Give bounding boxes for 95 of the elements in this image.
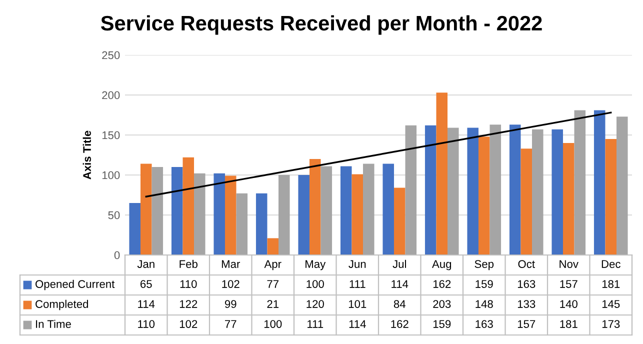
data-label: 203: [433, 300, 451, 308]
data-label: 111: [308, 320, 324, 328]
bar: [298, 175, 310, 255]
bar: [520, 148, 532, 255]
data-label: 102: [180, 320, 198, 328]
x-tick-label: Apr: [264, 260, 282, 270]
bar: [424, 125, 436, 255]
bar: [256, 193, 268, 255]
data-label: 148: [476, 300, 493, 308]
bar: [594, 110, 606, 255]
data-label: 162: [391, 320, 408, 328]
data-label: 159: [433, 320, 451, 328]
bar: [194, 173, 206, 255]
data-label: 181: [602, 280, 620, 288]
bar: [467, 128, 478, 255]
data-label: 111: [350, 280, 366, 288]
bar: [171, 167, 183, 255]
y-tick-label: 100: [102, 171, 120, 180]
bar: [552, 129, 563, 255]
x-tick-label: Dec: [602, 260, 620, 268]
bar: [509, 124, 521, 255]
data-label: 77: [267, 280, 278, 288]
data-label: 110: [138, 320, 155, 328]
bar: [236, 193, 248, 255]
y-axis-title: Axis Title: [82, 130, 91, 180]
legend-label: In Time: [36, 320, 71, 328]
bar: [352, 174, 364, 255]
data-label: 99: [224, 300, 236, 308]
data-label: 157: [518, 320, 536, 328]
x-tick-label: May: [306, 260, 326, 270]
legend-label: Opened Current: [36, 280, 115, 290]
data-label: 162: [433, 280, 451, 288]
data-label: 145: [602, 300, 620, 308]
data-label: 120: [306, 300, 324, 308]
data-label: 114: [392, 280, 408, 288]
x-tick-label: Sep: [474, 260, 494, 270]
bar: [562, 143, 574, 255]
y-tick-label: 0: [114, 251, 120, 260]
data-label: 21: [267, 300, 279, 308]
bar: [152, 167, 164, 255]
data-label: 101: [348, 300, 366, 308]
x-tick-label: Nov: [560, 260, 578, 268]
bar: [382, 164, 394, 255]
bar: [436, 92, 448, 255]
bar: [278, 175, 290, 255]
x-tick-label: Jan: [137, 260, 154, 268]
x-tick-label: Jul: [392, 260, 406, 268]
x-tick-label: Jun: [348, 260, 366, 268]
data-label: 100: [306, 280, 324, 288]
bar: [405, 125, 417, 255]
chart-title: Service Requests Received per Month - 2022: [100, 15, 542, 35]
data-label: 114: [138, 300, 155, 308]
bar: [478, 136, 490, 255]
bar: [320, 166, 332, 255]
data-label: 157: [560, 280, 578, 288]
data-label: 65: [140, 280, 152, 288]
data-label: 181: [560, 320, 578, 328]
bar: [532, 129, 544, 255]
bar: [309, 159, 321, 255]
data-label: 173: [602, 320, 620, 328]
data-label: 100: [264, 320, 282, 328]
bar: [340, 166, 352, 255]
bar: [574, 110, 586, 255]
data-label: 84: [394, 300, 406, 308]
x-tick-label: Mar: [222, 260, 240, 268]
y-tick-label: 200: [102, 91, 120, 100]
bar: [448, 128, 459, 255]
data-label: 133: [518, 300, 536, 308]
data-label: 159: [476, 280, 493, 288]
x-tick-label: Aug: [432, 260, 452, 270]
bar: [140, 164, 152, 255]
bar: [214, 173, 225, 255]
bar: [394, 188, 406, 255]
y-tick-label: 50: [108, 211, 120, 220]
data-label: 102: [222, 280, 240, 288]
legend-label: Completed: [36, 300, 88, 310]
y-tick-label: 150: [102, 131, 120, 140]
bar: [363, 164, 374, 255]
x-tick-label: Feb: [180, 260, 198, 268]
bar: [605, 139, 617, 255]
data-label: 163: [518, 280, 536, 288]
data-label: 77: [225, 320, 236, 328]
data-label: 140: [560, 300, 578, 308]
bar: [267, 238, 279, 255]
data-label: 122: [180, 300, 198, 308]
data-label: 110: [180, 280, 197, 288]
bar: [129, 203, 140, 255]
bar: [224, 176, 236, 255]
bar: [182, 157, 194, 255]
bar: [616, 116, 628, 255]
y-tick-label: 250: [102, 51, 120, 60]
data-label: 114: [349, 320, 366, 328]
x-tick-label: Oct: [518, 260, 535, 268]
data-label: 163: [476, 320, 493, 328]
bar: [490, 124, 502, 255]
